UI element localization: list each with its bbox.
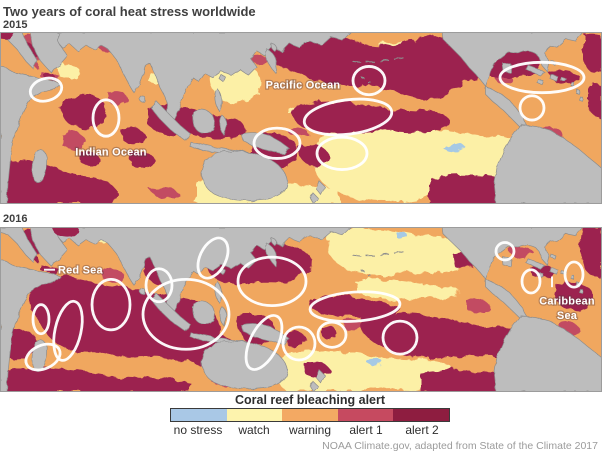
annotation-ellipse (252, 126, 302, 160)
annotation-ellipse (244, 314, 284, 371)
ocean-label: Pacific Ocean (266, 80, 341, 92)
map-year-label-2015: 2015 (3, 19, 28, 31)
annotation-ellipse (91, 98, 121, 138)
legend-labels: no stress watch warning alert 1 alert 2 (170, 423, 450, 437)
ocean-label: Caribbean Sea (539, 296, 595, 322)
map-year-label-2016: 2016 (3, 213, 28, 225)
ocean-label: Red Sea (58, 265, 104, 277)
annotation-ellipse (498, 60, 586, 95)
legend-label-alert-2: alert 2 (405, 423, 439, 437)
annotation-ellipse (302, 97, 394, 137)
annotations-2016: Red Sea Caribbean Sea (24, 236, 596, 372)
annotation-ellipse (144, 267, 174, 304)
legend-swatch-no-stress (171, 409, 227, 421)
legend-swatches (170, 408, 450, 422)
annotation-ellipse (518, 94, 546, 122)
annotation-ellipse (316, 320, 348, 349)
annotation-ellipse (281, 325, 317, 362)
annotation-ellipse (315, 135, 369, 172)
annotation-ellipse (52, 299, 84, 362)
annotation-ellipse (90, 278, 132, 332)
annotation-ellipse (141, 278, 231, 351)
annotation-ellipse (351, 64, 387, 97)
overlay-2015 (0, 32, 14, 40)
annotation-ellipse (31, 303, 51, 336)
attribution: NOAA Climate.gov, adapted from State of … (322, 440, 598, 452)
map-2015-container: Pacific Ocean Indian Ocean (0, 32, 602, 204)
annotation-ellipse (494, 241, 516, 262)
annotation-ellipse (520, 268, 542, 295)
legend-title: Coral reef bleaching alert (234, 393, 386, 407)
legend-label-watch: watch (238, 423, 270, 437)
map-2015: Pacific Ocean Indian Ocean (0, 32, 602, 204)
legend-label-warning: warning (288, 423, 332, 437)
map-2016: Red Sea Caribbean Sea (0, 227, 602, 392)
legend-label-no-stress: no stress (173, 423, 223, 437)
page-title: Two years of coral heat stress worldwide (3, 4, 256, 19)
legend-swatch-alert-2 (393, 409, 449, 421)
annotation-ellipse (381, 319, 419, 356)
annotations-2015: Pacific Ocean Indian Ocean (28, 60, 586, 172)
annotation-ellipse (236, 255, 308, 307)
annotation-ellipse (308, 290, 402, 323)
annotation-ellipse (24, 342, 62, 372)
legend-swatch-alert-1 (337, 409, 394, 421)
legend-swatch-warning (282, 409, 338, 421)
ocean-label: Indian Ocean (75, 146, 146, 158)
annotation-ellipse (563, 260, 585, 289)
legend-swatch-watch (226, 409, 283, 421)
map-2016-container: Red Sea Caribbean Sea (0, 227, 602, 392)
legend: Coral reef bleaching alert no stress watc… (170, 393, 450, 437)
overlay-2016 (52, 227, 79, 238)
annotation-ellipse (28, 76, 64, 103)
annotation-ellipse (196, 236, 230, 280)
legend-label-alert-1: alert 1 (349, 423, 383, 437)
